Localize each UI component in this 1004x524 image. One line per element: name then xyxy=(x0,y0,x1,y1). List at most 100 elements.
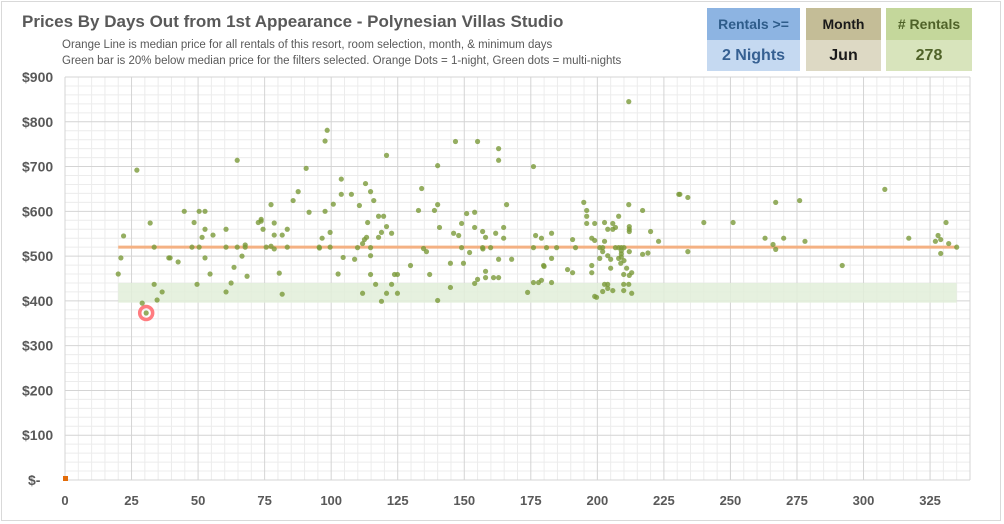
multi-night-point xyxy=(770,241,776,248)
multi-night-point xyxy=(906,235,912,241)
multi-night-point xyxy=(482,234,489,240)
multi-night-point xyxy=(569,236,576,243)
x-tick-label: 100 xyxy=(320,493,342,508)
x-tick-label: 300 xyxy=(853,493,875,508)
multi-night-point xyxy=(194,281,200,287)
one-night-point xyxy=(63,476,68,481)
multi-night-point xyxy=(435,202,441,208)
multi-night-point xyxy=(196,208,202,214)
multi-night-point xyxy=(530,163,537,170)
y-tick-label: $900 xyxy=(22,69,53,85)
multi-night-point xyxy=(435,163,441,169)
multi-night-point xyxy=(451,230,457,236)
multi-night-point xyxy=(383,152,390,158)
multi-night-point xyxy=(464,210,470,217)
multi-night-point xyxy=(730,219,736,226)
multi-night-point xyxy=(482,275,489,281)
multi-night-point xyxy=(554,245,560,251)
multi-night-point xyxy=(407,262,414,269)
multi-night-point xyxy=(447,260,454,266)
multi-night-point xyxy=(383,290,390,296)
multi-night-point xyxy=(139,300,145,306)
multi-night-point xyxy=(839,262,845,269)
multi-night-point xyxy=(616,213,622,219)
multi-night-point xyxy=(383,223,390,230)
multi-night-point xyxy=(242,244,248,250)
multi-night-point xyxy=(327,244,333,250)
multi-night-point xyxy=(456,232,462,239)
multi-night-point xyxy=(367,271,374,278)
multi-night-point xyxy=(244,273,250,279)
y-tick-label: $100 xyxy=(22,427,53,443)
multi-night-point xyxy=(279,291,285,297)
multi-night-point xyxy=(533,232,539,239)
multi-night-point xyxy=(228,280,234,286)
multi-night-point xyxy=(466,249,473,256)
multi-night-point xyxy=(677,191,683,197)
multi-night-point xyxy=(436,224,443,231)
rentals-filter-value[interactable]: 2 Nights xyxy=(707,40,800,71)
multi-night-point xyxy=(488,245,494,251)
multi-night-point xyxy=(415,207,422,214)
multi-night-point xyxy=(932,238,938,244)
multi-night-point xyxy=(548,279,555,286)
multi-night-point xyxy=(367,189,374,195)
multi-night-point xyxy=(581,199,587,205)
multi-night-point xyxy=(202,255,208,261)
highlighted-point-ring xyxy=(137,304,155,322)
multi-night-point xyxy=(394,290,401,296)
y-tick-label: $- xyxy=(28,472,41,488)
multi-night-point xyxy=(147,220,153,226)
multi-night-point xyxy=(223,289,229,295)
multi-night-point xyxy=(367,253,374,259)
multi-night-point xyxy=(626,202,632,208)
multi-night-point xyxy=(480,228,486,235)
multi-night-point xyxy=(191,219,197,226)
multi-night-point xyxy=(319,235,325,241)
multi-night-point xyxy=(600,245,606,251)
multi-night-point xyxy=(375,234,382,240)
multi-night-point xyxy=(781,235,787,241)
multi-night-point xyxy=(601,219,608,226)
multi-night-point xyxy=(621,281,627,287)
multi-night-point xyxy=(584,220,590,227)
multi-night-point xyxy=(882,186,888,192)
multi-night-point xyxy=(452,138,459,145)
month-filter-label: Month xyxy=(806,8,881,40)
y-tick-label: $600 xyxy=(22,203,53,219)
multi-night-point xyxy=(605,285,611,291)
multi-night-point xyxy=(115,271,121,277)
multi-night-point xyxy=(593,294,600,300)
multi-night-point xyxy=(316,245,323,251)
multi-night-point xyxy=(600,288,606,295)
multi-night-point xyxy=(592,237,598,244)
multi-night-point xyxy=(303,165,309,171)
x-tick-label: 125 xyxy=(387,493,409,508)
multi-night-point xyxy=(263,244,269,250)
multi-night-point xyxy=(460,260,467,266)
multi-night-point xyxy=(608,265,614,271)
multi-night-point xyxy=(327,229,333,235)
multi-night-point xyxy=(616,255,622,261)
multi-night-point xyxy=(361,236,368,243)
multi-night-point xyxy=(223,244,229,250)
multi-night-point xyxy=(394,271,401,278)
multi-night-point xyxy=(268,202,274,208)
y-tick-label: $300 xyxy=(22,338,53,354)
multi-night-point xyxy=(359,290,366,296)
month-filter-value[interactable]: Jun xyxy=(806,40,881,71)
x-tick-label: 75 xyxy=(257,493,271,508)
multi-night-point xyxy=(447,284,454,291)
multi-night-point xyxy=(234,157,240,163)
multi-night-point xyxy=(330,201,336,207)
multi-night-point xyxy=(482,268,489,274)
multi-night-point xyxy=(354,245,361,251)
multi-night-point xyxy=(324,127,330,133)
multi-night-point xyxy=(378,229,385,235)
multi-night-point xyxy=(181,208,187,214)
multi-night-point xyxy=(388,230,395,236)
multi-night-point xyxy=(367,245,374,251)
multi-night-point xyxy=(340,254,346,261)
multi-night-point xyxy=(159,289,165,295)
multi-night-point xyxy=(223,226,229,232)
